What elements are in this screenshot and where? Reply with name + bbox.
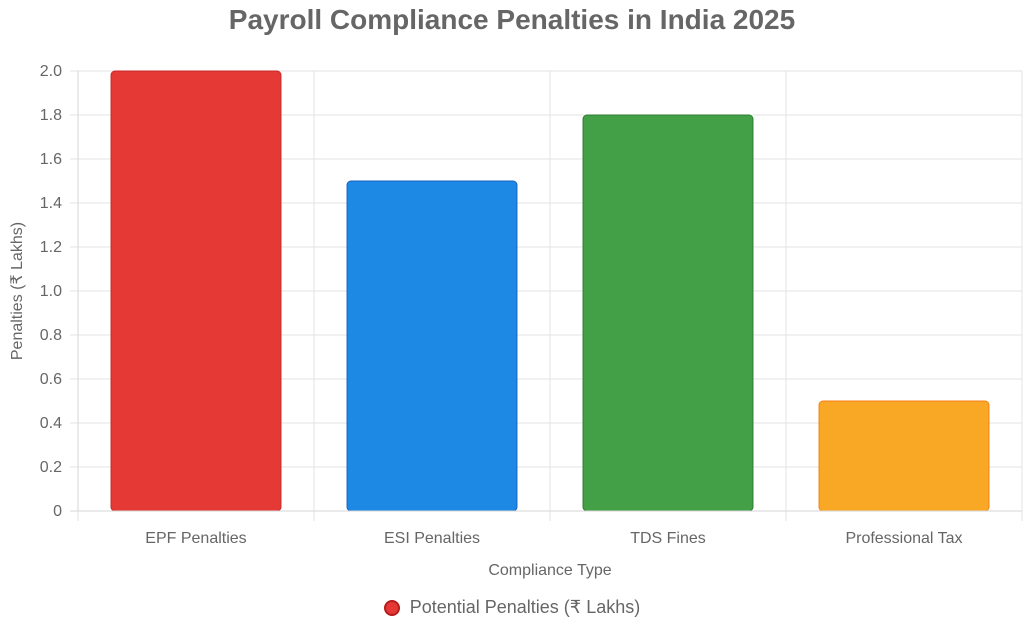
axes <box>70 71 1022 512</box>
tick-labels: 0 0.2 0.4 0.6 0.8 1.0 1.2 1.4 1.6 1.8 2.0 EPF Penal… <box>40 63 963 547</box>
y-tick-label: 0 <box>53 503 62 520</box>
chart-title: Payroll Compliance Penalties in India 20… <box>228 4 796 35</box>
legend[interactable]: Potential Penalties (₹ Lakhs) <box>0 597 1024 618</box>
y-tick-label: 0.8 <box>40 327 62 344</box>
x-tick-label: EPF Penalties <box>145 530 246 547</box>
legend-label: Potential Penalties (₹ Lakhs) <box>409 597 641 617</box>
bar-epf-penalties <box>110 70 282 512</box>
y-tick-label: 1.2 <box>40 239 62 256</box>
x-tick-label: Professional Tax <box>845 530 962 547</box>
x-axis-title: Compliance Type <box>488 562 611 579</box>
y-tick-label: 0.6 <box>40 371 62 388</box>
bar-professional-tax <box>818 400 990 512</box>
legend-swatch-icon <box>383 599 400 616</box>
y-tick-label: 1.8 <box>40 107 62 124</box>
y-tick-label: 0.4 <box>40 415 62 432</box>
bar-tds-fines <box>582 114 754 512</box>
y-axis-title: Penalties (₹ Lakhs) <box>9 222 26 360</box>
x-tick-label: TDS Fines <box>630 530 706 547</box>
x-tick-label: ESI Penalties <box>384 530 480 547</box>
y-tick-label: 1.6 <box>40 151 62 168</box>
y-tick-label: 0.2 <box>40 459 62 476</box>
y-tick-label: 1.0 <box>40 283 62 300</box>
y-tick-label: 1.4 <box>40 195 62 212</box>
bar-esi-penalties <box>346 180 518 512</box>
y-tick-label: 2.0 <box>40 63 62 80</box>
bars <box>110 70 990 512</box>
